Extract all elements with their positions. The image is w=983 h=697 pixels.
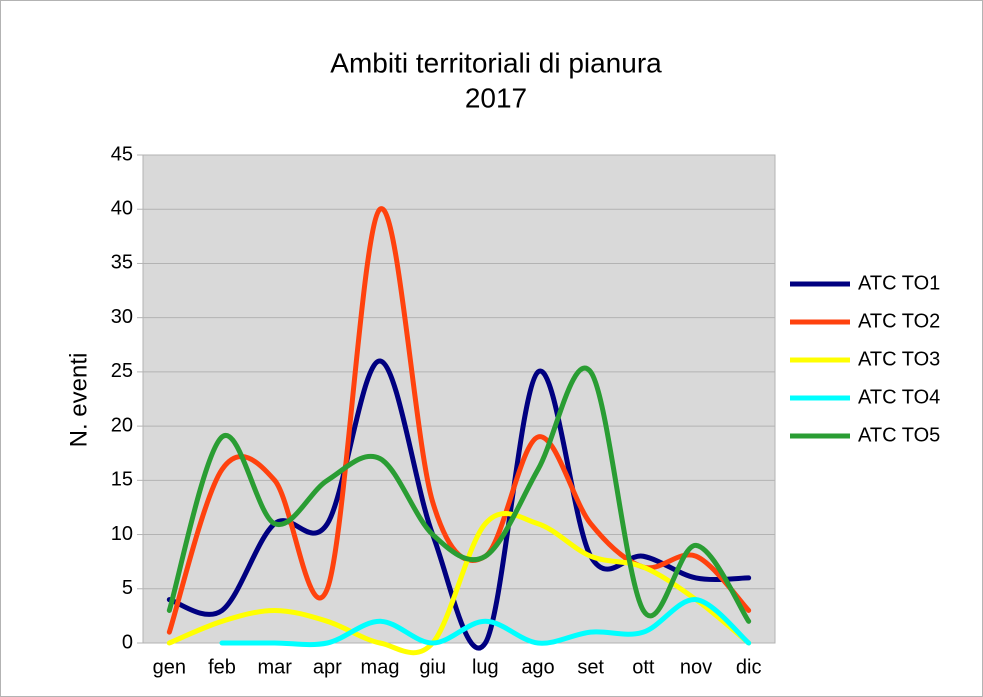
x-tick-label: feb [208, 656, 236, 678]
legend-label: ATC TO1 [858, 272, 940, 294]
x-tick-label: apr [313, 656, 342, 678]
y-tick-label: 45 [111, 143, 133, 165]
y-tick-label: 0 [122, 631, 133, 653]
x-tick-label: set [577, 656, 604, 678]
y-tick-label: 10 [111, 523, 133, 545]
y-tick-label: 30 [111, 306, 133, 328]
x-tick-label: mag [361, 656, 400, 678]
y-tick-label: 20 [111, 414, 133, 436]
series-line [166, 358, 752, 651]
x-tick-label: lug [472, 656, 499, 678]
series-line [166, 511, 752, 656]
x-tick-label: ott [632, 656, 655, 678]
x-tick-label: dic [736, 656, 762, 678]
legend-label: ATC TO3 [858, 348, 940, 370]
legend-label: ATC TO5 [858, 424, 940, 446]
y-tick-label: 15 [111, 469, 133, 491]
series-line [166, 365, 752, 624]
series-line [219, 597, 752, 648]
chart-title: Ambiti territoriali di pianura [330, 47, 662, 78]
x-tick-label: gen [153, 656, 186, 678]
x-tick-label: giu [419, 656, 446, 678]
y-axis-label: N. eventi [65, 353, 92, 448]
x-tick-label: mar [257, 656, 292, 678]
x-tick-label: ago [521, 656, 554, 678]
y-tick-label: 5 [122, 577, 133, 599]
y-tick-label: 35 [111, 252, 133, 274]
x-tick-label: nov [680, 656, 712, 678]
legend-label: ATC TO2 [858, 310, 940, 332]
chart-subtitle: 2017 [465, 82, 527, 113]
y-tick-label: 25 [111, 360, 133, 382]
legend-label: ATC TO4 [858, 386, 940, 408]
series-line [166, 206, 752, 635]
y-tick-label: 40 [111, 198, 133, 220]
